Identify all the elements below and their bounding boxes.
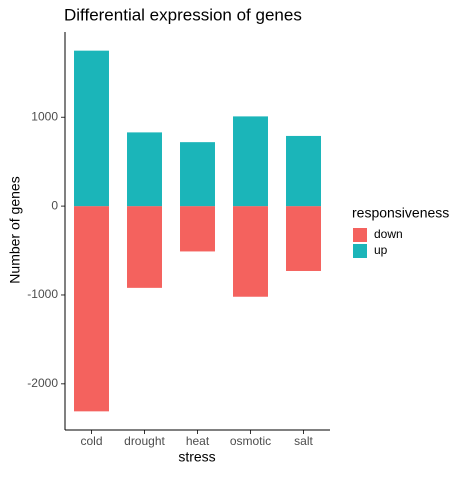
chart-title: Differential expression of genes <box>64 5 302 24</box>
legend-swatch <box>353 228 367 242</box>
legend-label: down <box>374 227 403 241</box>
bar <box>286 135 321 207</box>
y-tick-label: 1000 <box>31 109 58 123</box>
y-axis-label: Number of genes <box>7 176 23 283</box>
bar <box>127 132 162 207</box>
x-tick-label: cold <box>80 434 102 448</box>
bar <box>74 206 109 412</box>
x-tick-label: osmotic <box>230 434 271 448</box>
legend-swatch <box>353 244 367 258</box>
x-tick-label: heat <box>186 434 210 448</box>
bar <box>180 206 215 252</box>
x-tick-label: drought <box>124 434 165 448</box>
bar <box>233 206 268 297</box>
bar <box>180 142 215 207</box>
x-tick-label: salt <box>294 434 313 448</box>
bar <box>74 50 109 207</box>
y-tick-label: -2000 <box>27 376 58 390</box>
bar <box>233 116 268 207</box>
legend-title: responsiveness <box>352 205 449 221</box>
x-axis-label: stress <box>178 449 215 465</box>
y-tick-label: -1000 <box>27 287 58 301</box>
legend-label: up <box>374 243 388 257</box>
bar <box>286 206 321 271</box>
y-tick-label: 0 <box>51 198 58 212</box>
bar <box>127 206 162 288</box>
